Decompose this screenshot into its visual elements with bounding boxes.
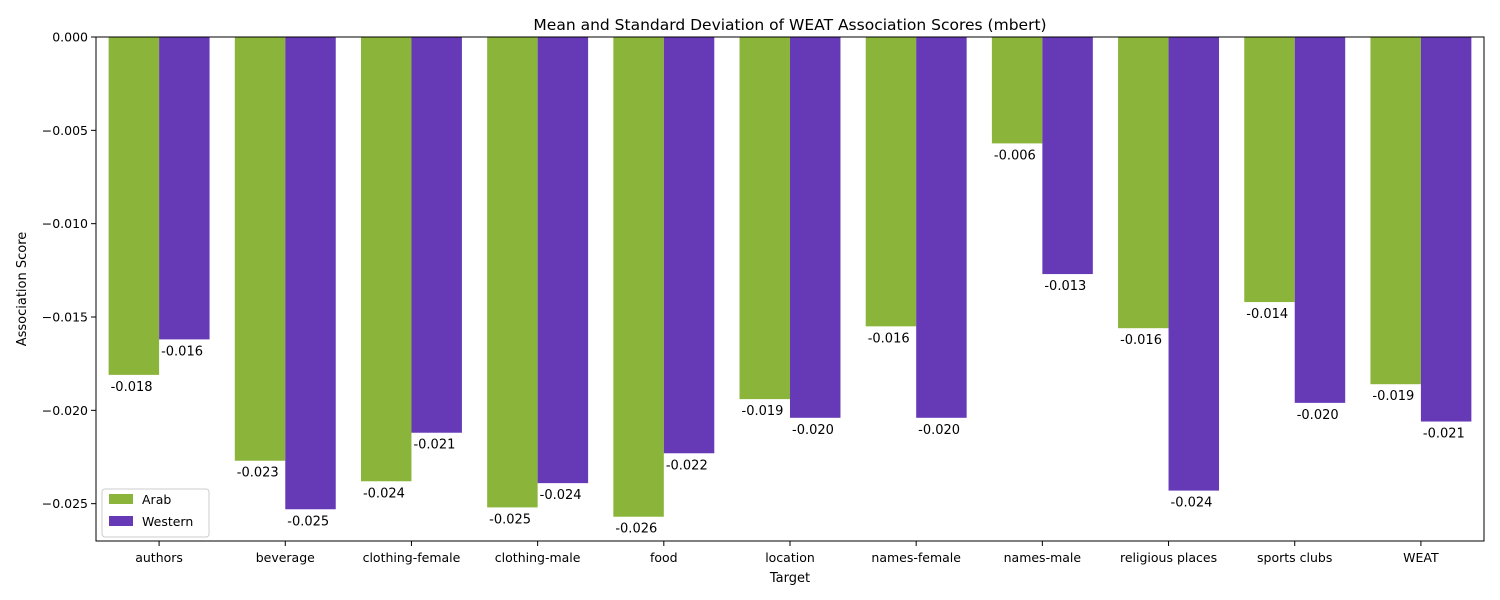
data-label-western: -0.021	[1423, 427, 1465, 442]
legend-label-western: Western	[142, 514, 193, 529]
data-label-arab: -0.014	[1246, 307, 1288, 322]
data-label-western: -0.024	[540, 488, 582, 503]
legend-swatch-arab	[109, 494, 133, 504]
y-tick-label: −0.010	[42, 216, 88, 231]
data-label-arab: -0.016	[1120, 333, 1162, 348]
bar-western	[411, 37, 462, 433]
data-label-arab: -0.016	[868, 331, 910, 346]
bar-western	[1168, 37, 1220, 491]
x-tick-label: authors	[135, 550, 183, 565]
bar-western	[916, 37, 967, 418]
bar-arab	[991, 37, 1043, 144]
data-label-arab: -0.019	[742, 404, 784, 419]
x-tick-label: food	[650, 550, 678, 565]
data-label-western: -0.025	[287, 514, 329, 529]
bar-arab	[108, 37, 160, 375]
bar-western	[537, 37, 589, 484]
x-tick-label: WEAT	[1403, 550, 1439, 565]
bar-arab	[613, 37, 664, 517]
x-tick-label: names-male	[1004, 550, 1082, 565]
data-label-arab: -0.018	[111, 380, 153, 395]
bar-arab	[487, 37, 538, 508]
x-tick-label: sports clubs	[1257, 550, 1332, 565]
bar-western	[159, 37, 210, 340]
data-label-arab: -0.025	[489, 512, 531, 527]
bar-arab	[360, 37, 412, 482]
data-labels-group: -0.018 -0.023 -0.024 -0.025 -0.026 -0.019 -0.0…	[111, 148, 1465, 536]
data-label-arab: -0.023	[237, 466, 279, 481]
y-axis-label: Association Score	[15, 232, 30, 347]
bar-arab	[865, 37, 917, 327]
y-tick-label: −0.005	[42, 123, 88, 138]
bars-group	[108, 37, 1472, 517]
x-tick-label: names-female	[871, 550, 961, 565]
data-label-arab: -0.019	[1372, 389, 1414, 404]
y-tick-label: −0.015	[42, 310, 88, 325]
x-tick-label: beverage	[256, 550, 315, 565]
data-label-western: -0.021	[413, 438, 455, 453]
data-label-western: -0.022	[666, 458, 708, 473]
x-tick-label: religious places	[1120, 550, 1217, 565]
data-label-western: -0.020	[1297, 408, 1339, 423]
bar-western	[663, 37, 715, 454]
data-label-western: -0.013	[1044, 279, 1086, 294]
x-axis-label: Target	[769, 571, 810, 586]
bar-western	[790, 37, 841, 418]
bar-arab	[1118, 37, 1169, 329]
data-label-western: -0.020	[792, 423, 834, 438]
y-tick-label: −0.020	[42, 403, 88, 418]
bar-arab	[1244, 37, 1295, 303]
bar-western	[1294, 37, 1346, 403]
y-tick-label: 0.000	[52, 30, 88, 45]
data-label-arab: -0.024	[363, 486, 405, 501]
bar-arab	[234, 37, 286, 461]
y-axis-ticks: 0.000 −0.005 −0.010 −0.015 −0.020 −0.025	[42, 30, 96, 511]
y-tick-label: −0.025	[42, 496, 88, 511]
legend-swatch-western	[109, 516, 133, 526]
bar-arab	[1370, 37, 1421, 385]
bar-western	[1420, 37, 1472, 422]
bar-arab	[739, 37, 790, 400]
data-label-western: -0.020	[918, 423, 960, 438]
legend-label-arab: Arab	[142, 492, 171, 507]
bar-western	[1042, 37, 1093, 275]
data-label-western: -0.016	[161, 344, 203, 359]
data-label-arab: -0.006	[994, 148, 1036, 163]
data-label-western: -0.024	[1171, 496, 1213, 511]
x-tick-label: clothing-male	[495, 550, 581, 565]
x-tick-label: clothing-female	[363, 550, 461, 565]
x-axis-ticks: authors beverage clothing-female clothing-m…	[135, 541, 1439, 565]
x-tick-label: location	[765, 550, 815, 565]
legend: Arab Western	[101, 488, 210, 538]
bar-western	[285, 37, 336, 510]
data-label-arab: -0.026	[615, 522, 657, 537]
chart-title: Mean and Standard Deviation of WEAT Asso…	[533, 16, 1046, 34]
plot-area-frame	[95, 36, 1485, 542]
